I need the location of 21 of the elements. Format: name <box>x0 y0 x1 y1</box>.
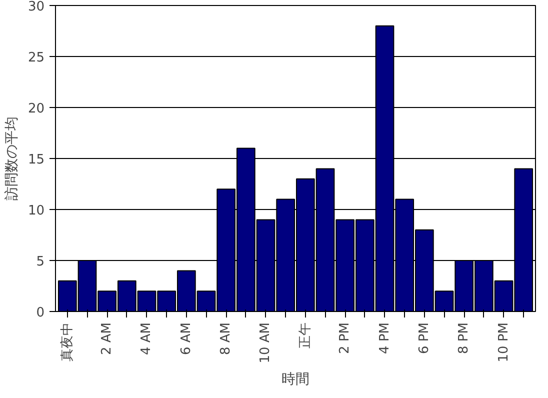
x-tick-label: 2 PM <box>338 322 353 354</box>
y-tick-label: 25 <box>28 50 45 66</box>
x-tick-label: 4 AM <box>139 322 154 356</box>
y-tick-label: 15 <box>28 152 45 168</box>
x-tick-label: 真夜中 <box>58 322 75 362</box>
y-tick-label: 10 <box>28 204 45 218</box>
y-tick-label: 30 <box>28 0 45 14</box>
x-axis-title: 時間 <box>282 371 310 388</box>
y-tick-label: 5 <box>36 254 45 270</box>
x-tick-label: 2 AM <box>100 322 115 356</box>
x-tick-label: 6 PM <box>416 322 432 354</box>
x-tick-label: 正午 <box>298 322 313 348</box>
x-tick-label: 10 PM <box>496 322 512 362</box>
x-tick-label: 10 AM <box>258 322 274 364</box>
x-tick-label: 6 AM <box>178 322 194 356</box>
y-tick-label: 0 <box>36 306 45 320</box>
y-tick-label: 20 <box>28 102 45 116</box>
y-axis-title: 訪問数の平均 <box>4 116 20 200</box>
x-tick-label: 4 PM <box>377 322 392 354</box>
x-tick-label: 8 AM <box>218 322 234 356</box>
x-tick-label: 8 PM <box>456 322 472 354</box>
